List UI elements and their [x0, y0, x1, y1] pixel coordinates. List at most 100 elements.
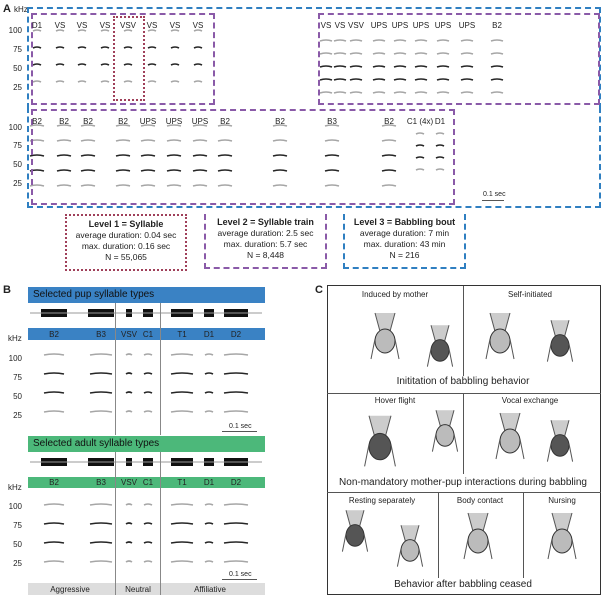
category-bar	[28, 583, 265, 595]
spectrogram-mark	[125, 560, 133, 563]
spectrogram-mark	[319, 52, 333, 55]
cell-title: Hover flight	[374, 396, 416, 405]
bat-illustration	[426, 325, 454, 367]
tick: 25	[13, 83, 22, 92]
divider	[327, 492, 601, 493]
spectrogram-mark	[89, 541, 113, 544]
syllable-label: VS	[146, 21, 158, 30]
syllable-label: UPS	[412, 21, 430, 30]
level-n: N = 216	[389, 250, 420, 260]
syllable-label: UPS	[165, 117, 183, 126]
spectrogram-mark	[204, 503, 214, 506]
spectrogram-mark	[43, 503, 65, 506]
spectrogram-mark	[333, 78, 347, 81]
spectrogram-mark	[80, 184, 96, 187]
spectrogram-mark	[349, 91, 363, 94]
spectrogram-mark	[77, 80, 87, 83]
syllable-label: T1	[177, 330, 187, 339]
tick: 50	[13, 64, 22, 73]
spectrogram-mark	[89, 391, 113, 394]
spectrogram-mark	[43, 353, 65, 356]
level-2-box: Level 2 = Syllable train average duratio…	[204, 214, 327, 269]
spectrogram-mark	[166, 124, 182, 127]
spectrogram-mark	[272, 184, 288, 187]
spectrogram-mark	[393, 52, 407, 55]
syllable-label: D1	[31, 21, 43, 30]
syllable-label: UPS	[391, 21, 409, 30]
spectrogram-mark	[460, 78, 474, 81]
scale-bar	[222, 431, 257, 432]
syllable-label: B2	[118, 117, 128, 126]
spectrogram-mark	[414, 78, 428, 81]
cell-title: Vocal exchange	[501, 396, 559, 405]
bat-illustration	[396, 525, 424, 567]
tick: 25	[13, 179, 22, 188]
bat-illustration	[370, 312, 400, 360]
spectrogram-mark	[80, 124, 96, 127]
divider	[463, 286, 464, 376]
spectrogram-mark	[115, 139, 131, 142]
spectrogram-mark	[193, 29, 203, 32]
tick: 100	[8, 502, 22, 511]
spectrogram-mark	[89, 353, 113, 356]
spectrogram-mark	[125, 541, 133, 544]
syllable-label: B3	[327, 117, 337, 126]
tick: 50	[13, 540, 22, 549]
spectrogram-mark	[56, 184, 72, 187]
spectrogram-mark	[170, 560, 194, 563]
bat-illustration	[546, 420, 574, 462]
spectrogram-mark	[123, 46, 133, 49]
divider	[327, 393, 601, 394]
syllable-train-box	[31, 109, 455, 205]
syllable-label: C1	[142, 330, 154, 339]
spectrogram-mark	[43, 372, 65, 375]
spectrogram-mark	[372, 78, 386, 81]
spectrogram-mark	[125, 372, 133, 375]
spectrogram-mark	[319, 65, 333, 68]
spectrogram-mark	[349, 52, 363, 55]
behavior-grid	[327, 285, 601, 595]
spectrogram-mark	[43, 522, 65, 525]
tick: 75	[13, 141, 22, 150]
syllable-label: VSV	[120, 330, 138, 339]
syllable-label: VSV	[347, 21, 365, 30]
syllable-label: C1 (4x)	[406, 117, 434, 126]
syllable-label: D1	[434, 117, 446, 126]
spectrogram-mark	[217, 154, 233, 157]
spectrogram-mark	[324, 184, 340, 187]
syllable-label: VS	[54, 21, 66, 30]
spectrogram-mark	[125, 391, 133, 394]
spectrogram-mark	[56, 139, 72, 142]
tick: 25	[13, 559, 22, 568]
syllable-label: VSV	[120, 478, 138, 487]
spectrogram-mark	[192, 124, 208, 127]
tick: 75	[13, 373, 22, 382]
spectrogram-mark	[32, 63, 42, 66]
spectrogram-mark	[217, 124, 233, 127]
spectrogram-mark	[460, 65, 474, 68]
spectrogram-mark	[100, 63, 110, 66]
bat-illustration	[431, 410, 459, 452]
level-title: Level 1 = Syllable	[88, 219, 164, 229]
spectrogram-mark	[147, 80, 157, 83]
spectrogram-mark	[143, 560, 153, 563]
scale-bar-label: 0.1 sec	[229, 571, 252, 578]
spectrogram-mark	[193, 46, 203, 49]
spectrogram-mark	[170, 410, 194, 413]
cell-title: Resting separately	[348, 496, 416, 505]
spectrogram-mark	[55, 29, 65, 32]
syllable-label: VS	[76, 21, 88, 30]
bat-illustration	[546, 320, 574, 362]
spectrogram-mark	[223, 522, 249, 525]
spectrogram-mark	[223, 410, 249, 413]
spectrogram-mark	[381, 124, 397, 127]
divider	[160, 452, 161, 595]
spectrogram-mark	[372, 65, 386, 68]
spectrogram-mark	[324, 139, 340, 142]
spectrogram-mark	[436, 65, 450, 68]
spectrogram-mark	[125, 522, 133, 525]
syllable-label: VSV	[119, 21, 137, 30]
spectrogram-mark	[393, 65, 407, 68]
